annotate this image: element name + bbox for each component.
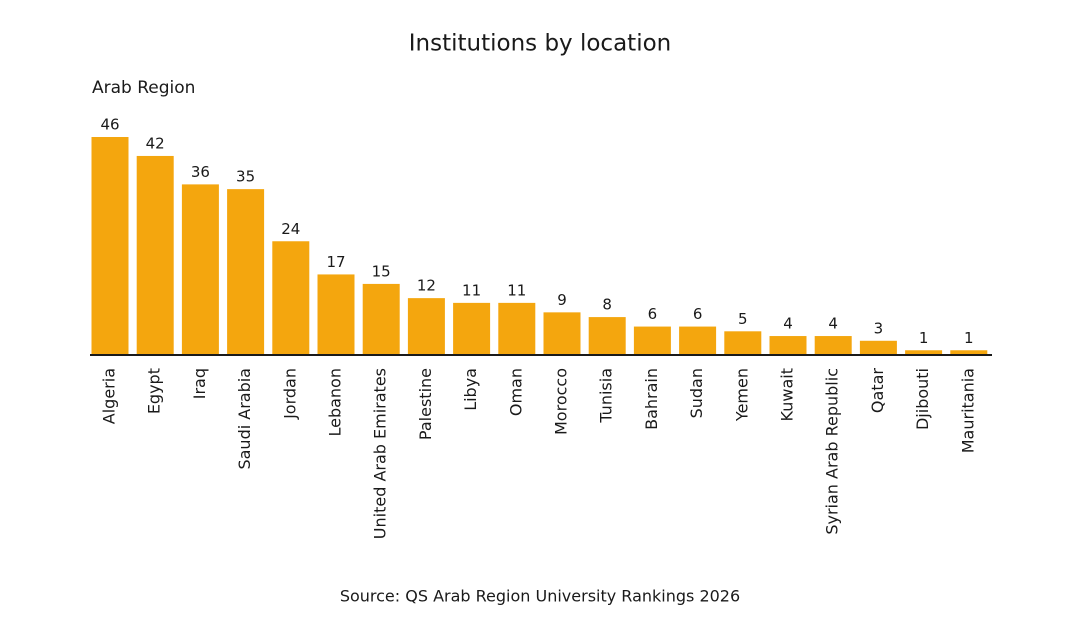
bar [91,137,129,355]
bar [588,317,626,355]
bar [633,326,671,355]
x-tick-label: Morocco [552,368,571,435]
bar [227,189,265,355]
bar [814,336,852,355]
x-tick-label: Algeria [100,368,119,424]
bar [543,312,581,355]
x-tick-label: Egypt [145,368,164,414]
x-tick-label: Bahrain [642,368,661,430]
x-tick-label: Sudan [687,368,706,418]
bar [859,340,897,355]
x-tick-label: Qatar [868,368,887,413]
x-tick-label: Iraq [190,368,209,399]
data-label: 11 [462,281,481,299]
data-label: 1 [919,329,929,347]
x-tick-label: United Arab Emirates [371,368,390,539]
x-tick-label: Kuwait [778,368,797,421]
data-label: 35 [236,168,255,186]
bar [498,302,536,355]
chart-subtitle: Arab Region [92,78,195,98]
data-label: 36 [191,163,210,181]
x-tick-label: Syrian Arab Republic [823,368,842,535]
x-tick-label: Palestine [416,368,435,440]
data-label: 6 [648,305,658,323]
bar [679,326,717,355]
x-tick-label: Djibouti [913,368,932,430]
x-tick-label: Tunisia [597,368,616,424]
bar [905,350,943,355]
bar [362,283,400,355]
data-label: 12 [417,277,436,295]
x-tick-label: Lebanon [326,368,345,437]
data-label: 11 [507,281,526,299]
bar [769,336,807,355]
data-label: 9 [557,291,567,309]
data-label: 4 [828,315,838,333]
data-label: 42 [146,134,165,152]
data-label: 24 [281,220,300,238]
bar [724,331,762,355]
bar [136,155,174,355]
x-tick-label: Saudi Arabia [235,368,254,470]
data-label: 46 [100,116,119,134]
bar [317,274,355,355]
data-label: 5 [738,310,748,328]
chart-title: Institutions by location [409,31,671,57]
data-label: 1 [964,329,974,347]
data-label: 8 [602,296,612,314]
data-label: 3 [874,319,884,337]
x-tick-label: Jordan [280,368,299,420]
bar [950,350,988,355]
data-label: 15 [372,262,391,280]
x-tick-label: Yemen [732,368,751,422]
bar [407,298,445,355]
chart-source: Source: QS Arab Region University Rankin… [340,587,740,606]
data-label: 6 [693,305,703,323]
x-tick-label: Libya [461,368,480,411]
bar [453,302,491,355]
data-label: 17 [326,253,345,271]
bar [272,241,310,355]
data-label: 4 [783,315,793,333]
x-tick-label: Mauritania [958,368,977,453]
bar [181,184,219,355]
x-tick-label: Oman [506,368,525,416]
